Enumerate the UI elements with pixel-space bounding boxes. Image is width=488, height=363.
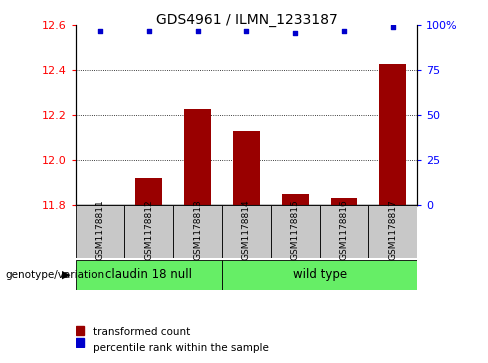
- Point: [340, 28, 348, 34]
- Text: percentile rank within the sample: percentile rank within the sample: [93, 343, 268, 354]
- Bar: [368, 205, 417, 258]
- Bar: [184, 109, 211, 205]
- Bar: [76, 326, 84, 335]
- Bar: [222, 205, 271, 258]
- Bar: [124, 205, 173, 258]
- Text: ▶: ▶: [62, 270, 71, 280]
- Point: [291, 30, 299, 36]
- Text: GSM1178811: GSM1178811: [96, 199, 104, 260]
- Text: GSM1178814: GSM1178814: [242, 199, 251, 260]
- Bar: [136, 178, 163, 205]
- Text: GSM1178812: GSM1178812: [144, 199, 153, 260]
- Text: wild type: wild type: [293, 269, 346, 281]
- Point: [145, 28, 153, 34]
- Text: claudin 18 null: claudin 18 null: [105, 269, 192, 281]
- Bar: [320, 205, 368, 258]
- Text: GDS4961 / ILMN_1233187: GDS4961 / ILMN_1233187: [156, 13, 337, 27]
- Text: transformed count: transformed count: [93, 327, 190, 337]
- Bar: [76, 338, 84, 347]
- Bar: [282, 194, 309, 205]
- Point: [389, 24, 397, 30]
- Text: GSM1178813: GSM1178813: [193, 199, 202, 260]
- Text: genotype/variation: genotype/variation: [5, 270, 104, 280]
- Bar: [233, 131, 260, 205]
- Text: GSM1178817: GSM1178817: [388, 199, 397, 260]
- Bar: [76, 260, 222, 290]
- Point: [243, 28, 250, 34]
- Bar: [76, 205, 124, 258]
- Bar: [331, 198, 358, 205]
- Point: [194, 28, 202, 34]
- Bar: [222, 260, 417, 290]
- Text: GSM1178815: GSM1178815: [291, 199, 300, 260]
- Bar: [271, 205, 320, 258]
- Text: GSM1178816: GSM1178816: [340, 199, 348, 260]
- Point: [96, 28, 104, 34]
- Bar: [173, 205, 222, 258]
- Bar: [380, 64, 407, 205]
